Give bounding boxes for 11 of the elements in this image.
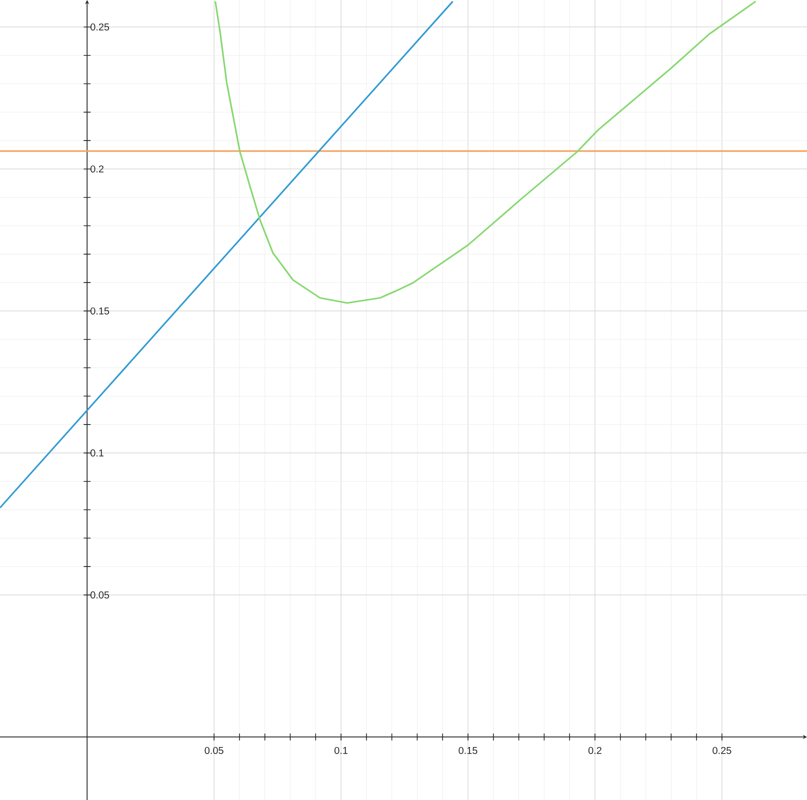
- y-tick-label: 0.2: [90, 165, 104, 172]
- x-tick-label: 0.25: [712, 746, 732, 754]
- y-tick-label: 0.05: [90, 591, 110, 598]
- y-tick-label: 0.1: [90, 449, 104, 456]
- y-tick-label: 0.25: [90, 23, 110, 30]
- x-tick-label: 0.05: [204, 746, 224, 754]
- y-tick-label: 0.15: [90, 307, 110, 314]
- x-tick-label: 0.15: [458, 746, 478, 754]
- line-series: [214, 0, 757, 304]
- x-tick-label: 0.1: [334, 746, 348, 754]
- x-tick-label: 0.2: [588, 746, 602, 754]
